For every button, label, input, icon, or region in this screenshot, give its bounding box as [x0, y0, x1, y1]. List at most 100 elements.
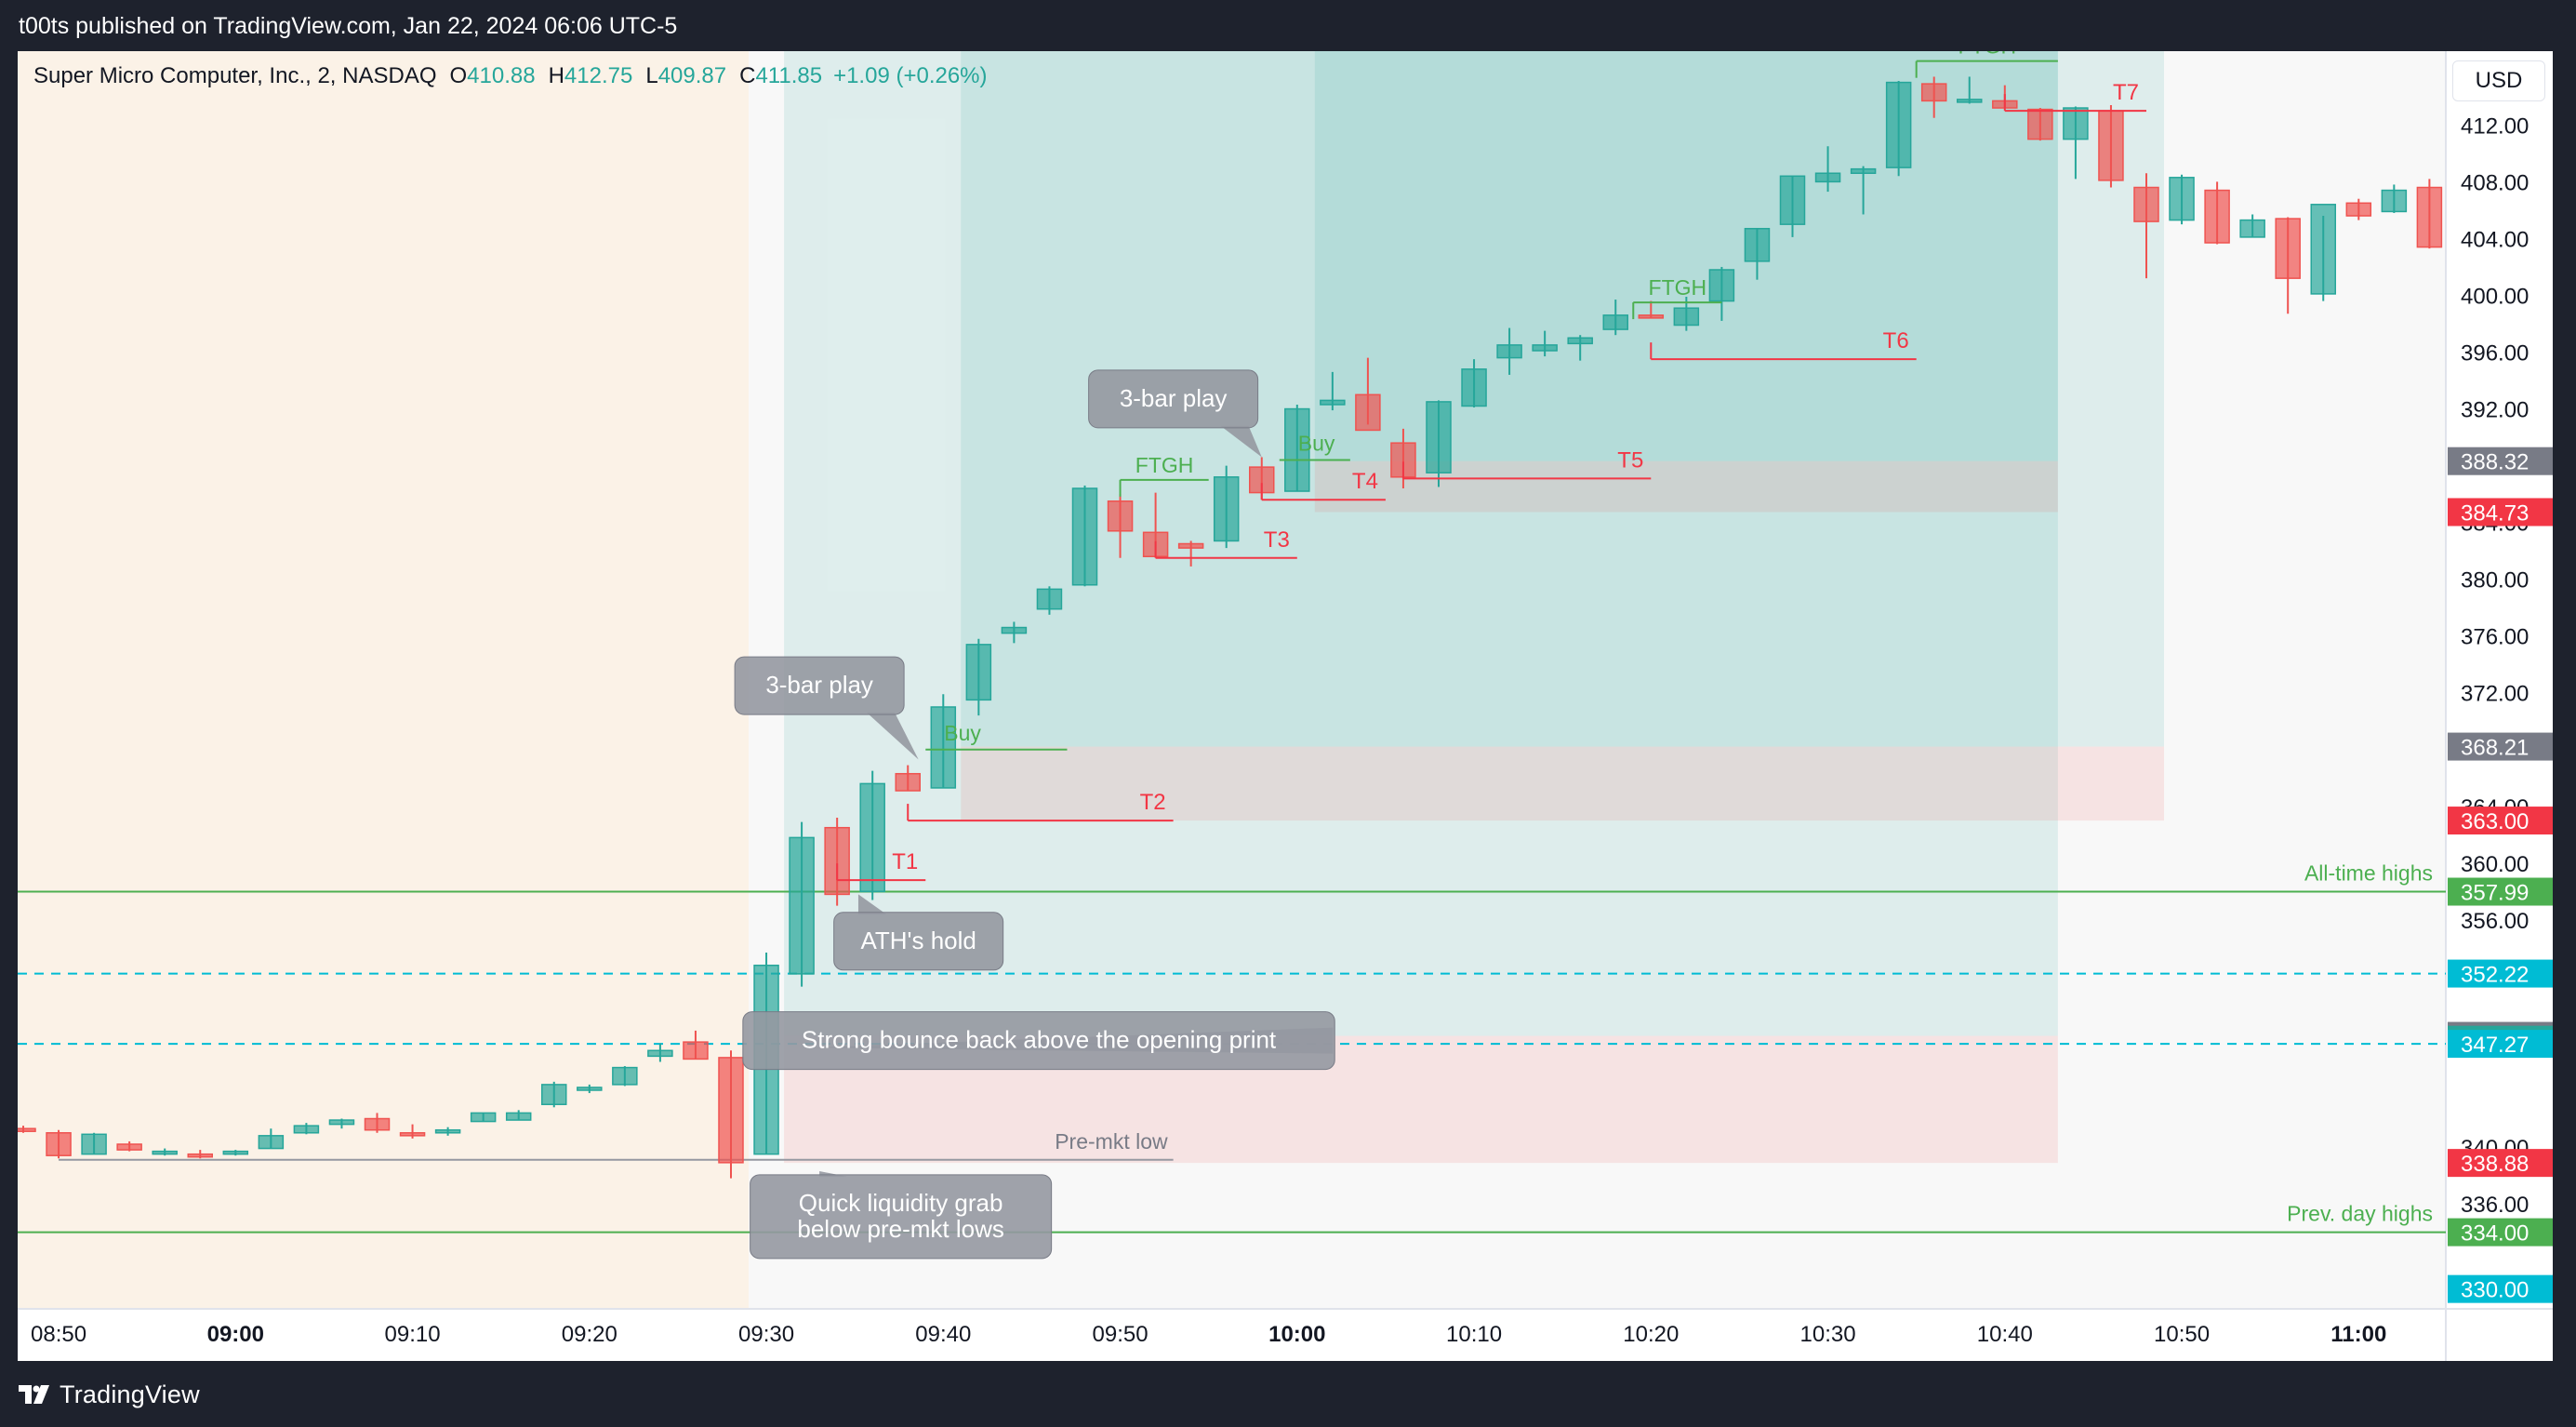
- time-axis-tick-label: 09:10: [385, 1322, 441, 1347]
- candle-body: [1957, 99, 1983, 103]
- time-axis-tick-label: 09:50: [1093, 1322, 1149, 1347]
- candle-body: [222, 1150, 249, 1155]
- annotation-callout: ATH's hold: [833, 894, 1004, 971]
- candle-body: [399, 1132, 426, 1137]
- price-tag-label: 352.22: [2461, 963, 2529, 988]
- candle-body: [1426, 401, 1452, 473]
- annotation-callout: 3-bar play: [734, 656, 919, 760]
- candle-body: [1673, 307, 1700, 327]
- candle-body: [1708, 269, 1735, 302]
- callout-box: [750, 1174, 1053, 1260]
- price-tag: [2448, 877, 2553, 906]
- annotation-callout: Strong bounce back above the opening pri…: [742, 1011, 1335, 1071]
- symbol-legend: Super Micro Computer, Inc., 2, NASDAQ O 4…: [33, 63, 988, 89]
- price-axis-tick-label: 356.00: [2461, 909, 2529, 934]
- price-axis-tick-label: 392.00: [2461, 398, 2529, 423]
- publish-header: t00ts published on TradingView.com, Jan …: [0, 0, 2576, 51]
- price-tag-label: 334.00: [2461, 1221, 2529, 1247]
- candle-body: [1001, 626, 1028, 634]
- close-value: 411.85: [755, 63, 823, 88]
- tradingview-logo[interactable]: TradingView: [19, 1380, 200, 1409]
- candle-body: [789, 836, 815, 975]
- candle-body: [1744, 227, 1771, 262]
- price-tag-label: 347.27: [2461, 1033, 2529, 1058]
- chart-frame[interactable]: All-time highs Prev. day highs Pre-mkt low…: [18, 51, 2553, 1361]
- open-label: O: [449, 63, 468, 88]
- target-label: T2: [1140, 790, 1166, 815]
- callout-box: [833, 912, 1004, 971]
- callout-text: Strong bounce back above the opening pri…: [802, 1026, 1277, 1054]
- price-axis-tick-label: 376.00: [2461, 625, 2529, 650]
- target-label: T7: [2113, 80, 2139, 105]
- price-tag-label: 357.99: [2461, 881, 2529, 906]
- high-value: 412.75: [564, 63, 633, 88]
- callout-text: 3-bar play: [765, 671, 873, 699]
- candle-body: [434, 1128, 461, 1134]
- candle-body: [46, 1132, 72, 1156]
- candle-body: [1213, 476, 1240, 542]
- target-label: T5: [1617, 447, 1643, 473]
- time-axis-tick-label: 09:40: [915, 1322, 971, 1347]
- candle-body: [1814, 172, 1841, 183]
- price-tag: [2448, 1274, 2553, 1303]
- horizontal-line-label: All-time highs: [2304, 861, 2433, 886]
- price-tag-label: 384.73: [2461, 500, 2529, 526]
- candle-body: [1284, 407, 1310, 492]
- candle-body: [505, 1112, 532, 1121]
- position-profit-zone: [784, 51, 2058, 1036]
- candle-body: [1071, 487, 1098, 586]
- time-axis-tick-label: 09:20: [562, 1322, 617, 1347]
- target-label: T6: [1883, 328, 1909, 353]
- price-tag: [2448, 1030, 2553, 1059]
- candle-body: [258, 1135, 285, 1150]
- time-axis-tick-label: 10:20: [1623, 1322, 1679, 1347]
- candle-body: [364, 1117, 391, 1131]
- candle-body: [116, 1143, 142, 1151]
- price-tag-label: 388.32: [2461, 450, 2529, 475]
- time-axis-tick-label: 09:30: [738, 1322, 794, 1347]
- price-tag-label: 330.00: [2461, 1278, 2529, 1303]
- callout-pointer: [1220, 425, 1262, 458]
- footer-bar: TradingView: [0, 1361, 2576, 1427]
- price-tag: [2448, 1149, 2553, 1178]
- time-axis-tick-label: 10:50: [2154, 1322, 2210, 1347]
- candle-body: [612, 1066, 638, 1086]
- callout-text: ATH's hold: [860, 927, 976, 954]
- symbol-name: Super Micro Computer, Inc., 2, NASDAQ: [33, 63, 437, 88]
- candle-body: [1496, 344, 1522, 359]
- tradingview-logo-icon: [19, 1385, 49, 1404]
- price-tag: [2448, 498, 2553, 527]
- time-axis-tick-label: 10:40: [1977, 1322, 2033, 1347]
- candle-body: [1355, 393, 1381, 432]
- currency-button[interactable]: USD: [2452, 60, 2545, 101]
- price-axis-tick-label: 380.00: [2461, 568, 2529, 593]
- price-axis-tick-label: 412.00: [2461, 113, 2529, 139]
- annotation-callout: 3-bar play: [1088, 369, 1262, 458]
- premkt-low-label: Pre-mkt low: [1055, 1129, 1168, 1154]
- candle-body: [1779, 175, 1806, 225]
- candle-body: [577, 1087, 603, 1091]
- high-label: H: [548, 63, 564, 88]
- price-axis-tick-label: 408.00: [2461, 170, 2529, 195]
- price-axis-tick-label: 404.00: [2461, 227, 2529, 252]
- candle-body: [930, 706, 957, 789]
- candle-body: [1850, 167, 1877, 174]
- chart-canvas[interactable]: All-time highs Prev. day highs Pre-mkt low…: [18, 51, 2553, 1361]
- candle-body: [187, 1153, 213, 1158]
- candle-body: [1532, 344, 1558, 352]
- candle-body: [293, 1125, 320, 1134]
- candle-body: [1567, 337, 1593, 345]
- price-tag: [2448, 959, 2553, 988]
- position-loss-zone: [961, 746, 2165, 821]
- close-label: C: [739, 63, 756, 88]
- candle-body: [2239, 219, 2265, 238]
- price-axis-tick-label: 360.00: [2461, 852, 2529, 877]
- candle-body: [18, 1127, 36, 1132]
- candle-body: [2416, 186, 2443, 248]
- candle-body: [2204, 189, 2230, 244]
- candle-body: [824, 826, 850, 896]
- callout-pointer: [857, 894, 886, 914]
- time-axis-tick-label: 08:50: [31, 1322, 86, 1347]
- candle-body: [2027, 108, 2053, 140]
